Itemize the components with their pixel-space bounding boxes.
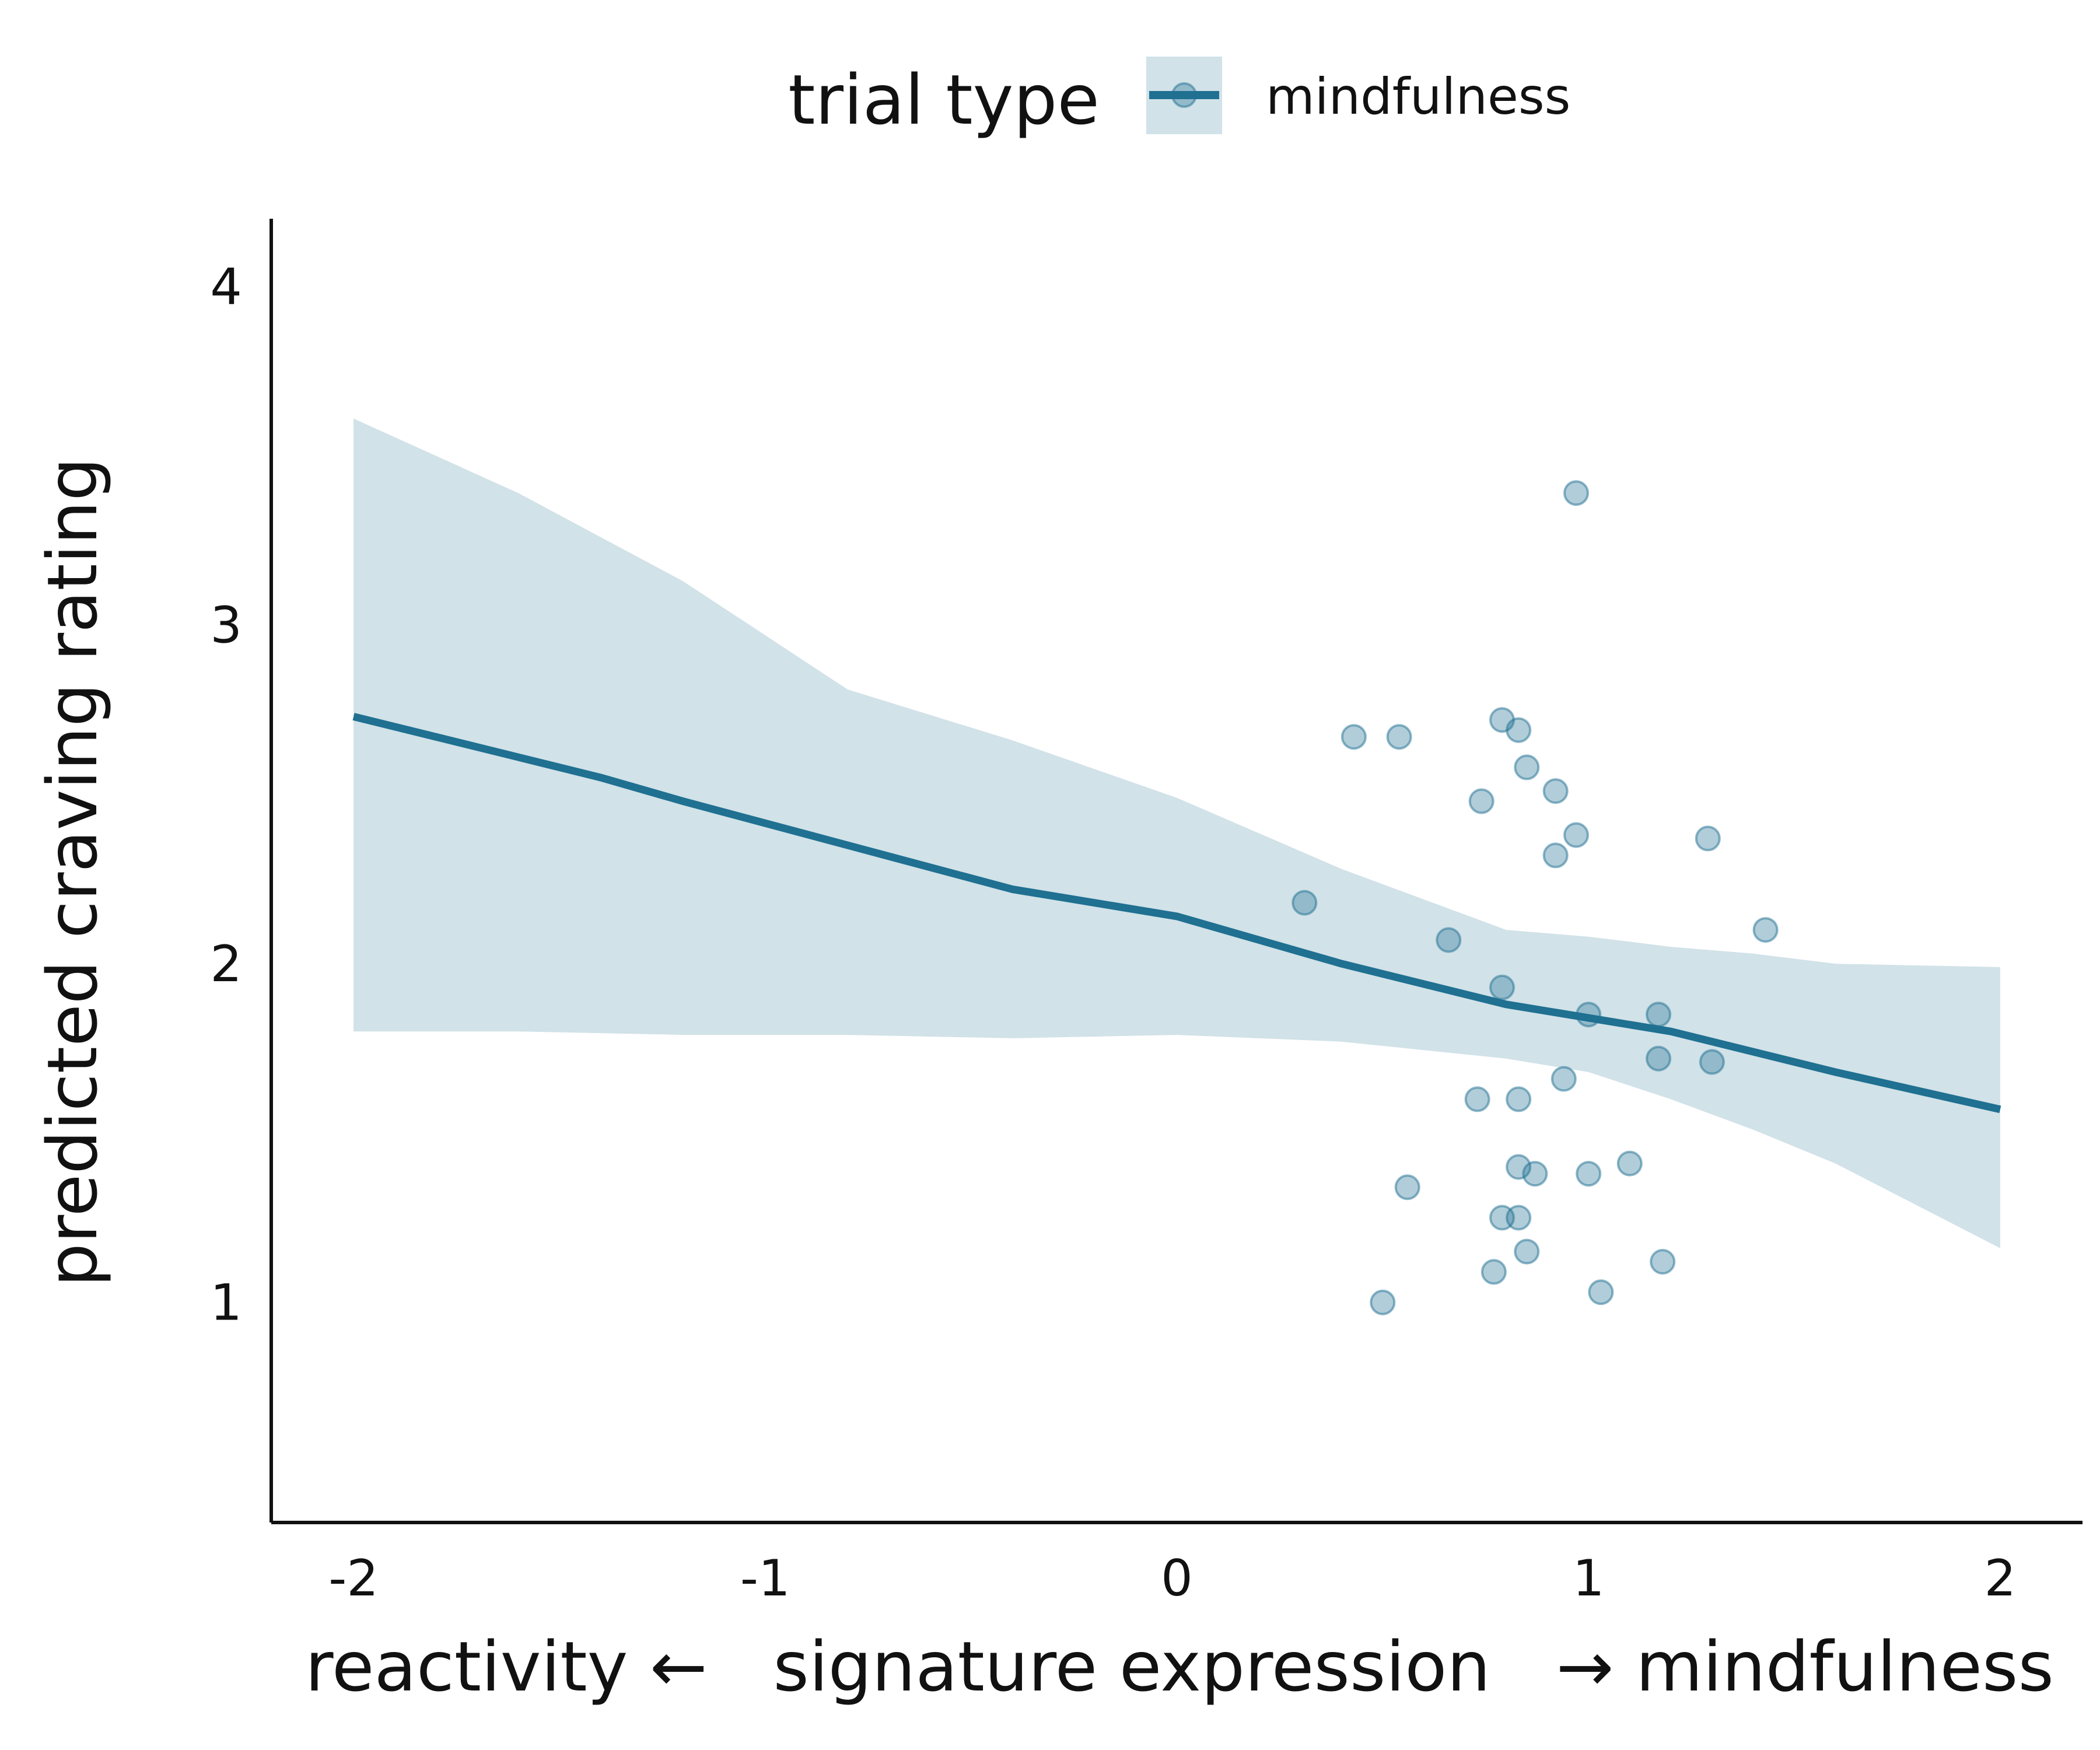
legend-key-point	[1171, 82, 1197, 108]
y-tick-label: 2	[210, 935, 242, 993]
data-point	[1616, 1150, 1643, 1177]
legend-title: trial type	[788, 60, 1100, 140]
data-point	[1650, 1249, 1676, 1275]
data-point	[1522, 1161, 1548, 1187]
data-point	[1588, 1279, 1614, 1306]
plot-area	[352, 418, 2001, 1315]
data-point	[1514, 1238, 1540, 1265]
scatter-points-layer	[1292, 480, 1779, 1315]
data-point	[1506, 1205, 1532, 1231]
confidence-band-layer	[354, 418, 2000, 1248]
data-point	[1340, 724, 1367, 750]
x-axis-ticks: -2 -1 0 1 2	[328, 1549, 2016, 1608]
x-tick-label: 0	[1161, 1549, 1193, 1608]
data-point	[1394, 1174, 1420, 1200]
x-tick-label: -1	[740, 1549, 790, 1608]
data-point	[1646, 1002, 1672, 1028]
data-point	[1695, 825, 1721, 852]
data-point	[1576, 1161, 1602, 1187]
fit-line-layer	[352, 713, 2001, 1114]
data-point	[1752, 917, 1779, 943]
data-point	[1386, 724, 1412, 750]
data-point	[1646, 1045, 1672, 1072]
x-tick-label: 2	[1985, 1549, 2017, 1608]
y-axis-title: predicted craving rating	[32, 457, 113, 1287]
data-point	[1468, 788, 1494, 814]
data-point	[1542, 778, 1569, 804]
data-point	[1506, 717, 1532, 743]
y-axis-ticks: 1 2 3 4	[210, 258, 242, 1332]
y-tick-label: 1	[210, 1274, 242, 1332]
data-point	[1542, 842, 1569, 869]
legend-entry-mindfulness: mindfulness	[1266, 68, 1570, 126]
data-point	[1480, 1259, 1507, 1285]
fit-line	[352, 713, 2001, 1114]
x-tick-label: 1	[1573, 1549, 1605, 1608]
data-point	[1436, 927, 1462, 953]
data-point	[1563, 480, 1589, 506]
legend: trial type mindfulness	[788, 57, 1570, 140]
data-point	[1370, 1289, 1396, 1315]
x-tick-label: -2	[328, 1549, 379, 1608]
data-point	[1489, 974, 1515, 1000]
y-tick-label: 4	[210, 258, 242, 316]
confidence-band	[354, 418, 2000, 1248]
data-point	[1563, 822, 1589, 848]
data-point	[1576, 1002, 1602, 1028]
x-axis-title: reactivity ← signature expression → mind…	[305, 1626, 2054, 1707]
data-point	[1514, 754, 1540, 780]
data-point	[1506, 1086, 1532, 1112]
y-tick-label: 3	[210, 597, 242, 655]
data-point	[1550, 1066, 1577, 1092]
data-point	[1464, 1086, 1490, 1112]
data-point	[1292, 890, 1318, 916]
data-point	[1699, 1049, 1725, 1075]
